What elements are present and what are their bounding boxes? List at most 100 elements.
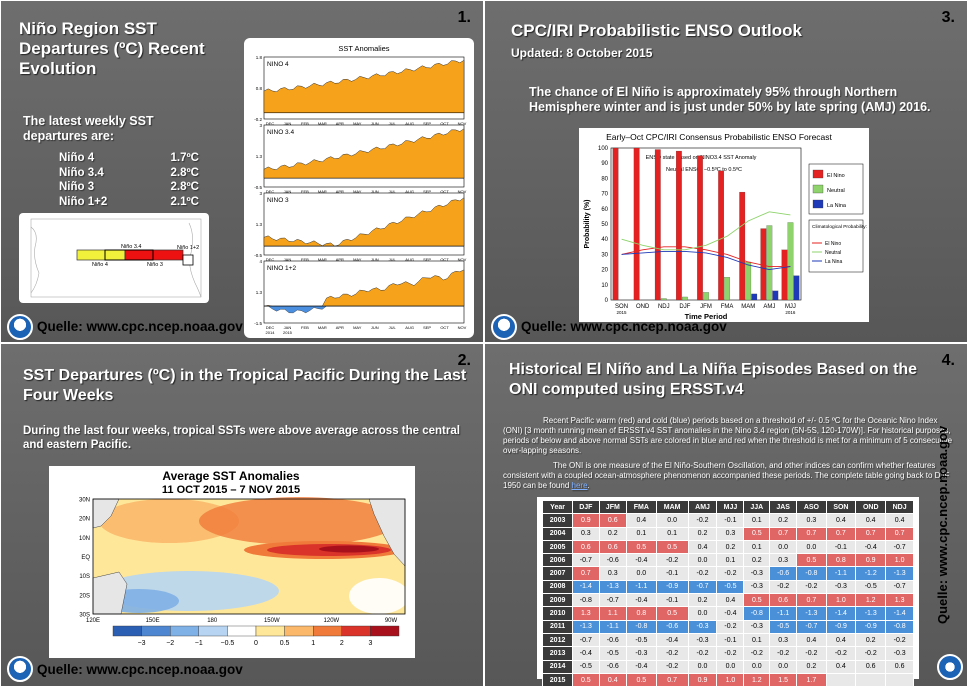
oni-value-cell: 0.0 — [687, 659, 718, 674]
oni-value-cell: 0.1 — [716, 553, 745, 568]
oni-value-cell: -0.1 — [655, 593, 689, 608]
oni-value-cell: -0.7 — [572, 632, 600, 648]
colorbar-segment — [198, 625, 228, 637]
oni-value-cell: -1.4 — [825, 606, 857, 621]
colorbar-label: −0.5 — [220, 640, 234, 647]
oni-description: Recent Pacific warm (red) and cold (blue… — [503, 416, 953, 455]
oni-value-cell: -0.2 — [687, 566, 718, 581]
table-row: 2014 -0.5 -0.6 -0.4 -0.2 0.0 0.0 0.0 0.0 0.2 0.4 0.… — [541, 659, 914, 674]
oni-value-cell: -1.4 — [885, 606, 914, 621]
oni-value-cell: -0.8 — [796, 566, 827, 581]
oni-value-cell: 1.0 — [885, 553, 914, 568]
column-header: JAS — [769, 499, 798, 515]
table-row: 2007 0.7 0.3 0.0 -0.1 -0.2 -0.2 -0.3 -0.6 -0.8 -1.… — [541, 566, 914, 581]
longitude-label: 180 — [207, 618, 218, 624]
nino34-label: Niño 3.4 — [121, 244, 142, 250]
sst-anomaly-map: Average SST Anomalies 11 OCT 2015 – 7 NO… — [49, 466, 415, 658]
oni-value-cell: -0.2 — [885, 632, 914, 648]
nino3-label: Niño 3 — [147, 262, 163, 268]
noaa-logo-icon — [937, 654, 963, 680]
source-text: Quelle: www.cpc.ncep.noaa.gov — [37, 662, 243, 677]
legend-label: El Nino — [827, 173, 845, 179]
y-tick-label: 80 — [601, 176, 608, 182]
month-label: MAR — [318, 121, 327, 126]
year-cell: 2013 — [541, 646, 574, 661]
oni-value-cell: -1.1 — [769, 606, 798, 621]
oni-value-cell: -0.4 — [655, 632, 689, 648]
oni-value-cell: -0.8 — [572, 593, 600, 608]
map-subtitle: 11 OCT 2015 – 7 NOV 2015 — [162, 484, 300, 496]
oni-value-cell: 0.1 — [743, 539, 771, 555]
y-tick-label: 40 — [601, 237, 608, 243]
table-row: 2008 -1.4 -1.3 -1.1 -0.9 -0.7 -0.5 -0.3 -0.2 -0.2… — [541, 579, 914, 595]
oni-value-cell: -0.2 — [655, 659, 689, 674]
oni-value-cell: -0.6 — [655, 619, 689, 634]
oni-table-frame: Year DJF JFM FMA MAM AMJ MJJ JJA JAS ASO SON OND NDJ… — [537, 497, 919, 686]
nino-regions-map: Niño 4 Niño 3.4 Niño 3 Niño 1+2 — [19, 213, 209, 303]
oni-value-cell — [825, 672, 857, 686]
oni-value-cell: -0.3 — [626, 646, 657, 661]
oni-value-cell: -0.2 — [769, 579, 798, 595]
oni-value-cell: -0.2 — [655, 553, 689, 568]
oni-value-cell: -0.1 — [716, 632, 745, 648]
month-label: JUL — [389, 121, 397, 126]
region-name: Niño 3.4 — [59, 166, 104, 179]
oni-value-cell: 0.0 — [626, 566, 657, 581]
oni-value-cell: -0.2 — [716, 619, 745, 634]
nino12-label: Niño 1+2 — [177, 245, 199, 251]
oni-value-cell: 0.4 — [716, 593, 745, 608]
oni-value-cell: 0.1 — [743, 513, 771, 528]
slide-number: 1. — [457, 9, 471, 26]
oni-value-cell: 0.2 — [769, 513, 798, 528]
colorbar-segment — [112, 625, 142, 637]
y-tick-label: 10 — [601, 283, 608, 289]
month-label: AUG — [405, 189, 414, 194]
oni-value-cell — [885, 672, 914, 686]
oni-value-cell: 0.9 — [572, 513, 600, 528]
month-label: JAN — [284, 325, 292, 330]
x-tick-label: DJF — [679, 304, 690, 310]
intro-text: The latest weekly SST departures are: — [23, 114, 154, 144]
x-tick-label: OND — [636, 304, 650, 310]
column-header: MJJ — [716, 499, 745, 515]
oni-value-cell: 0.5 — [743, 593, 771, 608]
warm-region — [199, 497, 399, 545]
oni-value-cell: 0.3 — [769, 632, 798, 648]
oni-value-cell: 0.2 — [855, 632, 887, 648]
oni-value-cell: 0.8 — [626, 606, 657, 621]
y-tick-label: 0.8 — [256, 86, 263, 91]
intro-line: The latest weekly SST — [23, 114, 154, 128]
month-label: JAN — [284, 189, 292, 194]
bar-neutral — [682, 296, 688, 301]
oni-value-cell: 0.5 — [626, 672, 657, 686]
slide-number: 2. — [457, 352, 471, 369]
year-cell: 2005 — [541, 539, 574, 555]
month-label: FEB — [301, 189, 309, 194]
oni-value-cell: 0.8 — [825, 553, 857, 568]
sst-anomaly-map-svg: Average SST Anomalies 11 OCT 2015 – 7 NO… — [79, 469, 409, 647]
column-header: Year — [541, 499, 574, 515]
oni-table-link[interactable]: here — [571, 481, 588, 490]
colorbar-label: 0 — [254, 640, 258, 647]
oni-value-cell: -0.2 — [796, 579, 827, 595]
month-label: JUN — [371, 121, 379, 126]
slide-tropical-pacific: 2. SST Departures (ºC) in the Tropical P… — [0, 343, 484, 687]
month-label: OCT — [440, 325, 449, 330]
month-label: JUN — [371, 189, 379, 194]
y-tick-label: 30 — [601, 252, 608, 258]
oni-value-cell: 0.2 — [598, 526, 628, 541]
legend-swatch — [812, 184, 824, 194]
updated-text: Updated: 8 October 2015 — [511, 46, 653, 60]
month-label: NOV — [458, 325, 467, 330]
y-tick-label: 1.8 — [256, 55, 263, 60]
column-header: AMJ — [687, 499, 718, 515]
region-row: Niño 3 2.8ºC — [59, 180, 199, 195]
slide-title: Niño Region SST Departures (ºC) Recent E… — [19, 19, 205, 79]
year-cell: 2011 — [541, 619, 574, 634]
slide-enso-outlook: 3. CPC/IRI Probabilistic ENSO Outlook Up… — [484, 0, 968, 343]
oni-value-cell: -0.4 — [626, 659, 657, 674]
sst-panel: NINO 3.4 -0.5 1.3 3 DEC JAN FEB MAR APR MAY JUN JUL… — [254, 123, 466, 199]
oni-value-cell: -0.2 — [716, 646, 745, 661]
year-cell: 2009 — [541, 593, 574, 608]
colorbar-label: 0.5 — [280, 640, 290, 647]
